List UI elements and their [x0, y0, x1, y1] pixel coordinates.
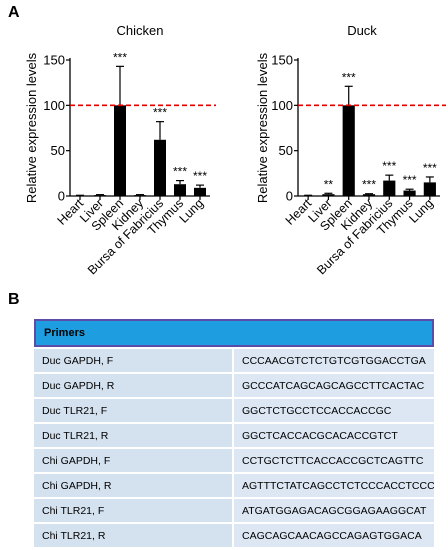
- primer-sequence: AGTTTCTATCAGCCTCTCCCACCTCCC: [234, 474, 434, 497]
- primers-table: Primers Duc GAPDH, F CCCAACGTCTCTGTCGTGGA…: [34, 317, 434, 549]
- bar: [322, 194, 335, 196]
- table-row: Chi TLR21, F ATGATGGAGACAGCGGAGAAGGCAT: [34, 499, 434, 522]
- primers-table-body: Duc GAPDH, F CCCAACGTCTCTGTCGTGGACCTGA Duc…: [34, 349, 434, 547]
- table-row: Chi GAPDH, F CCTGCTCTTCACCACCGCTCAGTTC: [34, 449, 434, 472]
- y-axis-label: Relative expression levels: [255, 52, 270, 203]
- table-row: Duc TLR21, F GGCTCTGCCTCCACCACCGC: [34, 399, 434, 422]
- bar: [154, 139, 166, 196]
- table-row: Chi TLR21, R CAGCAGCAACAGCCAGAGTGGACA: [34, 524, 434, 547]
- primer-sequence: CCCAACGTCTCTGTCGTGGACCTGA: [234, 349, 434, 372]
- primer-sequence: GGCTCACCACGCACACCGTCT: [234, 424, 434, 447]
- primer-name: Chi GAPDH, F: [34, 449, 234, 472]
- significance-label: ***: [113, 50, 127, 64]
- bar: [403, 190, 416, 196]
- chart-title: Duck: [347, 23, 377, 38]
- primer-sequence: GGCTCTGCCTCCACCACCGC: [234, 399, 434, 422]
- primer-name: Duc GAPDH, F: [34, 349, 234, 372]
- y-axis-label: Relative expression levels: [24, 52, 39, 203]
- significance-label: ***: [403, 173, 417, 187]
- table-row: Duc TLR21, R GGCTCACCACGCACACCGTCT: [34, 424, 434, 447]
- bar: [94, 195, 106, 196]
- bar: [174, 184, 186, 196]
- primer-name: Chi GAPDH, R: [34, 474, 234, 497]
- significance-label: ***: [423, 161, 437, 175]
- primer-name: Duc TLR21, F: [34, 399, 234, 422]
- y-tick-label: 150: [271, 53, 293, 68]
- bar: [362, 194, 376, 196]
- bar: [114, 105, 126, 196]
- significance-label: ***: [342, 70, 356, 84]
- y-tick-label: 100: [43, 98, 65, 113]
- y-tick-label: 0: [286, 189, 293, 204]
- bar-charts: Chicken Relative expression levels 0 50 100 1…: [24, 23, 446, 277]
- y-tick-label: 50: [51, 143, 65, 158]
- primer-name: Chi TLR21, F: [34, 499, 234, 522]
- y-tick-label: 50: [279, 143, 293, 158]
- table-row: Duc GAPDH, R GCCCATCAGCAGCAGCCTTCACTAC: [34, 374, 434, 397]
- bar: [74, 195, 86, 197]
- x-tick-label: Lung: [406, 196, 436, 226]
- primer-sequence: CAGCAGCAACAGCCAGAGTGGACA: [234, 524, 434, 547]
- table-row: Duc GAPDH, F CCCAACGTCTCTGTCGTGGACCTGA: [34, 349, 434, 372]
- panel-b-label: B: [8, 291, 20, 308]
- y-tick-label: 0: [58, 189, 65, 204]
- bar: [383, 180, 396, 196]
- bar: [134, 195, 146, 196]
- primer-sequence: ATGATGGAGACAGCGGAGAAGGCAT: [234, 499, 434, 522]
- significance-label: ***: [173, 165, 187, 179]
- bar: [423, 182, 436, 196]
- bar: [302, 195, 315, 197]
- significance-label: **: [324, 177, 334, 191]
- x-tick-label: Lung: [177, 196, 207, 226]
- primer-name: Duc GAPDH, R: [34, 374, 234, 397]
- significance-label: ***: [362, 178, 376, 192]
- chart-title: Chicken: [117, 23, 164, 38]
- significance-label: ***: [193, 169, 207, 183]
- primer-sequence: CCTGCTCTTCACCACCGCTCAGTTC: [234, 449, 434, 472]
- bar: [342, 105, 355, 196]
- bar: [194, 187, 206, 196]
- y-tick-label: 150: [43, 53, 65, 68]
- primer-sequence: GCCCATCAGCAGCAGCCTTCACTAC: [234, 374, 434, 397]
- y-tick-label: 100: [271, 98, 293, 113]
- table-row: Chi GAPDH, R AGTTTCTATCAGCCTCTCCCACCTCCC: [34, 474, 434, 497]
- significance-label: ***: [382, 159, 396, 173]
- primer-name: Duc TLR21, R: [34, 424, 234, 447]
- panel-a-label: A: [8, 4, 20, 21]
- significance-label: ***: [153, 106, 167, 120]
- primer-name: Chi TLR21, R: [34, 524, 234, 547]
- primers-table-header: Primers: [34, 319, 434, 347]
